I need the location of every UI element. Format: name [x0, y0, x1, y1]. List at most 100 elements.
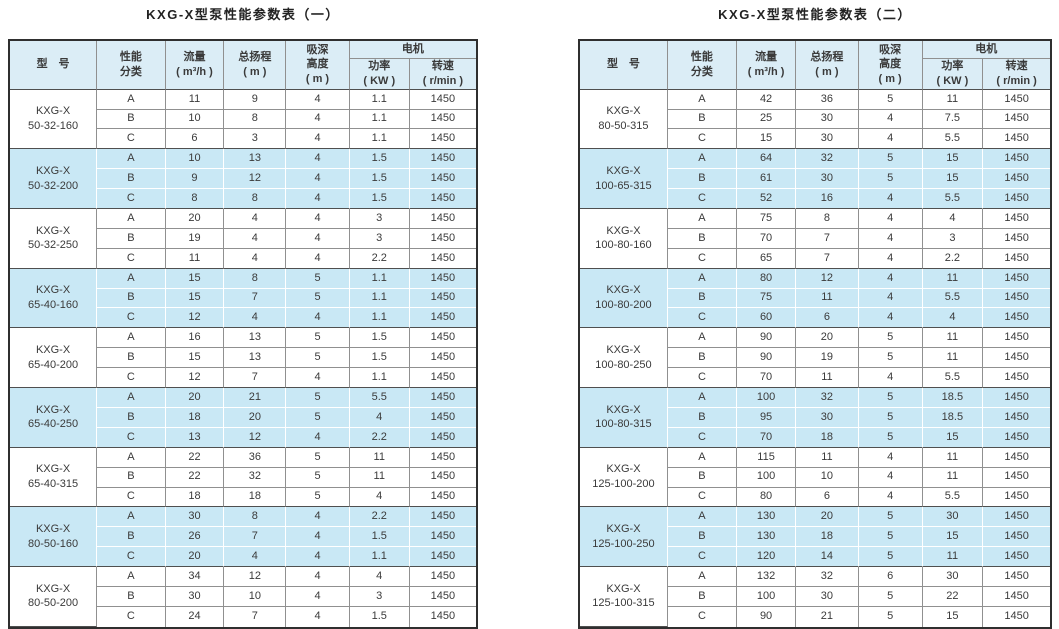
col-header-suction-depth: 吸深 高度( m ): [286, 41, 350, 90]
value-cell: 10: [796, 467, 859, 488]
col-header-speed: 转速( r/min ): [409, 59, 476, 90]
table-row: B 15 7 5 1.1 1450: [10, 288, 476, 309]
pump-spec-table-one: 型 号 性能 分类 流量( m³/h ) 总扬程( m ) 吸深 高度( m ) 电…: [8, 39, 478, 629]
value-cell: 6: [165, 129, 225, 150]
model-cell: KXG-X 50-32-250: [10, 209, 98, 269]
value-cell: 1450: [983, 407, 1050, 428]
value-cell: 1.5: [349, 527, 410, 548]
table-row: KXG-X 100-80-315 A 100 32 5 18.5 1450: [580, 388, 1050, 448]
model-cell: KXG-X 65-40-250: [10, 388, 98, 448]
value-cell: 4: [224, 228, 287, 249]
value-cell: 1450: [409, 149, 476, 170]
value-cell: 5: [286, 447, 350, 468]
model-cell: KXG-X 125-100-250: [580, 507, 668, 568]
value-cell: 14: [796, 547, 859, 568]
value-cell: 1450: [409, 587, 476, 607]
value-cell: 15: [922, 527, 984, 548]
table-row: C 12 4 4 1.1 1450: [10, 308, 476, 329]
value-cell: 15: [165, 288, 225, 309]
value-cell: 5.5: [922, 368, 984, 389]
category-cell: A: [667, 567, 737, 587]
value-cell: 4: [858, 288, 923, 309]
value-cell: 100: [736, 388, 797, 408]
table-row: KXG-X 100-80-160 A 75 8 4 4 1450: [580, 209, 1050, 269]
col-header-total-head: 总扬程( m ): [224, 41, 287, 90]
category-cell: B: [97, 288, 166, 309]
value-cell: 4: [858, 368, 923, 389]
table-row: KXG-X 65-40-250 A 20 21 5 5.5 1450: [10, 388, 476, 448]
category-cell: A: [667, 149, 737, 170]
value-cell: 1450: [409, 348, 476, 369]
value-cell: 5: [858, 328, 923, 349]
value-cell: 1.5: [349, 348, 410, 369]
value-cell: 90: [736, 348, 797, 369]
value-cell: 1450: [409, 448, 476, 468]
value-cell: 4: [286, 586, 350, 607]
value-cell: 18.5: [922, 407, 984, 428]
table-row: B 100 10 4 11 1450: [580, 467, 1050, 488]
value-cell: 20: [165, 209, 225, 229]
table-body: KXG-X 50-32-160 A 11 9 4 1.1 1450 B 10 8 4 1.1 1450 C 6…: [10, 89, 476, 627]
col-header-category: 性能 分类: [667, 41, 737, 90]
table-title-two: KXG-X型泵性能参数表（二）: [718, 7, 912, 22]
pump-spec-table-two: 型 号 性能 分类 流量( m³/h ) 总扬程( m ) 吸深 高度( m ) 电…: [578, 39, 1052, 629]
value-cell: 8: [796, 209, 859, 229]
value-cell: 4: [858, 447, 923, 468]
value-cell: 5.5: [922, 129, 984, 150]
table-row: C 70 11 4 5.5 1450: [580, 368, 1050, 389]
value-cell: 1450: [983, 368, 1050, 389]
table-row: C 6 3 4 1.1 1450: [10, 129, 476, 150]
value-cell: 5: [858, 89, 923, 110]
value-cell: 4: [286, 567, 350, 587]
value-cell: 4: [858, 248, 923, 269]
category-cell: B: [667, 586, 737, 607]
value-cell: 18: [165, 487, 225, 508]
value-cell: 75: [736, 288, 797, 309]
value-cell: 1.1: [349, 268, 410, 289]
value-cell: 12: [224, 427, 287, 448]
category-cell: B: [667, 288, 737, 309]
value-cell: 4: [224, 248, 287, 269]
value-cell: 4: [349, 567, 410, 587]
value-cell: 32: [796, 388, 859, 408]
value-cell: 30: [165, 586, 225, 607]
table-row: KXG-X 100-80-200 A 80 12 4 11 1450: [580, 268, 1050, 329]
value-cell: 30: [165, 507, 225, 528]
value-cell: 1450: [409, 249, 476, 269]
category-cell: B: [97, 228, 166, 249]
pump-spec-panel-one: KXG-X型泵性能参数表（一） 型 号 性能 分类 流量( m³/h ) 总扬程(…: [8, 0, 478, 629]
value-cell: 5: [858, 427, 923, 448]
model-cell: KXG-X 100-80-160: [580, 209, 668, 269]
value-cell: 1.5: [349, 149, 410, 170]
value-cell: 11: [796, 447, 859, 468]
value-cell: 4: [286, 149, 350, 170]
value-cell: 95: [736, 407, 797, 428]
value-cell: 5: [858, 407, 923, 428]
table-header: 型 号 性能 分类 流量( m³/h ) 总扬程( m ) 吸深 高度( m ) 电…: [10, 41, 476, 90]
value-cell: 1450: [983, 547, 1050, 568]
table-row: KXG-X 65-40-160 A 15 8 5 1.1 1450: [10, 268, 476, 329]
value-cell: 11: [922, 447, 984, 468]
value-cell: 11: [922, 547, 984, 568]
model-cell: KXG-X 65-40-160: [10, 268, 98, 329]
value-cell: 4: [858, 268, 923, 289]
value-cell: 61: [736, 169, 797, 190]
model-cell: KXG-X 80-50-315: [580, 89, 668, 150]
table-row: C 12 7 4 1.1 1450: [10, 368, 476, 389]
category-cell: A: [667, 209, 737, 229]
value-cell: 1.1: [349, 109, 410, 130]
table-row: B 18 20 5 4 1450: [10, 407, 476, 428]
value-cell: 4: [858, 109, 923, 130]
category-cell: A: [667, 89, 737, 110]
table-header: 型 号 性能 分类 流量( m³/h ) 总扬程( m ) 吸深 高度( m ) 电…: [580, 41, 1050, 90]
table-row: C 15 30 4 5.5 1450: [580, 129, 1050, 150]
table-row: C 90 21 5 15 1450: [580, 606, 1050, 627]
value-cell: 18.5: [922, 388, 984, 408]
table-row: C 20 4 4 1.1 1450: [10, 547, 476, 568]
value-cell: 5: [858, 348, 923, 369]
value-cell: 12: [224, 169, 287, 190]
value-cell: 1450: [409, 189, 476, 210]
category-cell: B: [667, 228, 737, 249]
value-cell: 19: [165, 228, 225, 249]
value-cell: 1450: [983, 448, 1050, 468]
